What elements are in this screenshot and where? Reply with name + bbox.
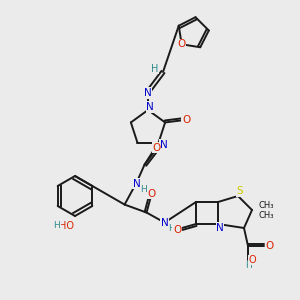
Text: S: S xyxy=(237,186,243,196)
Text: N: N xyxy=(216,223,224,233)
Text: O: O xyxy=(182,116,190,125)
Text: O: O xyxy=(152,142,161,153)
Text: N: N xyxy=(144,88,152,98)
Text: CH₃: CH₃ xyxy=(258,211,274,220)
Text: N: N xyxy=(160,140,167,150)
Text: H: H xyxy=(244,262,251,271)
Text: O: O xyxy=(148,189,156,199)
Text: N: N xyxy=(161,218,169,228)
Text: CH₃: CH₃ xyxy=(258,200,274,209)
Text: O: O xyxy=(248,255,256,265)
Text: O: O xyxy=(178,39,186,49)
Text: N: N xyxy=(133,178,140,189)
Text: O: O xyxy=(173,225,181,235)
Text: H: H xyxy=(140,185,147,194)
Text: HO: HO xyxy=(59,221,74,231)
Text: H: H xyxy=(151,64,159,74)
Text: H: H xyxy=(54,221,60,230)
Text: H: H xyxy=(168,224,175,233)
Text: N: N xyxy=(146,102,154,112)
Text: O: O xyxy=(266,241,274,251)
